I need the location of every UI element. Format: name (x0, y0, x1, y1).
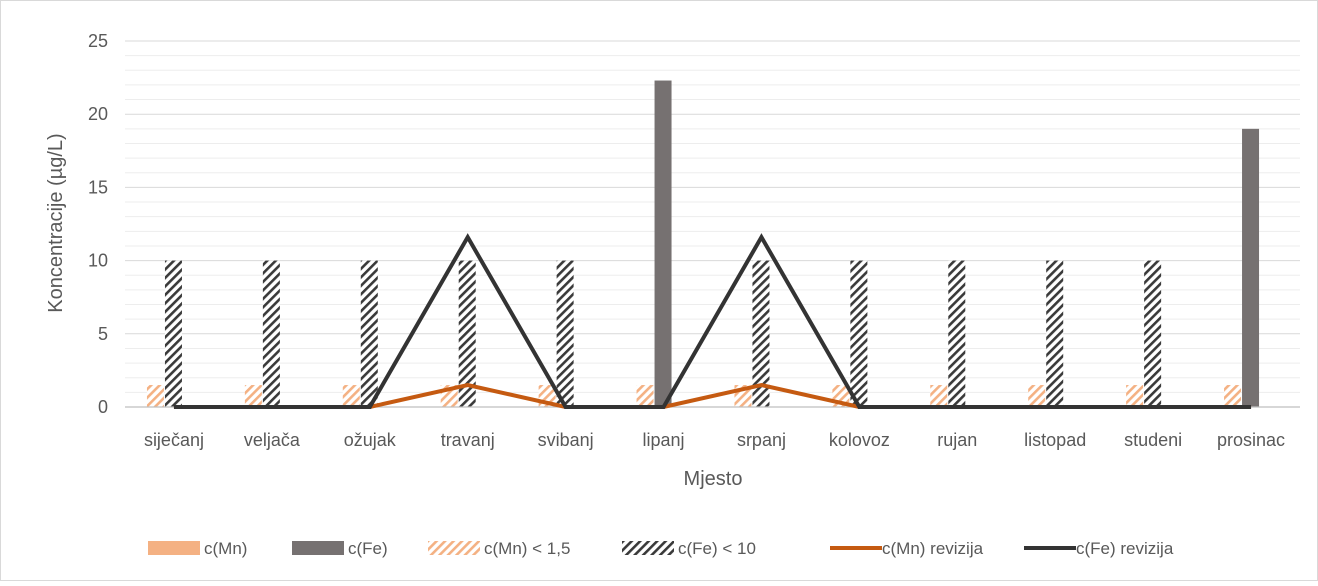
bar-c-mn-1-5-2 (342, 385, 360, 407)
y-tick-label: 10 (88, 251, 108, 271)
x-tick-label: prosinac (1217, 430, 1285, 450)
legend-label-c-mn-: c(Mn) (204, 539, 247, 558)
legend-swatch-c-fe- (292, 541, 344, 555)
x-tick-label: svibanj (538, 430, 594, 450)
legend-label-c-mn-1-5: c(Mn) < 1,5 (484, 539, 570, 558)
bar-c-fe-10-0 (164, 260, 182, 407)
gridlines (125, 40, 1300, 393)
x-tick-label: srpanj (737, 430, 786, 450)
x-tick-label: siječanj (144, 430, 204, 450)
x-axis-ticks: siječanj veljača ožujak travanj svibanj lipan… (144, 430, 1285, 450)
legend-swatch-c-mn-1-5 (428, 541, 480, 555)
legend-label-c-fe-revizija: c(Fe) revizija (1076, 539, 1174, 558)
bar-c-fe--11 (1242, 128, 1260, 407)
y-axis-ticks: 0 5 10 15 20 25 (88, 31, 108, 417)
x-tick-label: studeni (1124, 430, 1182, 450)
bar-c-mn-1-5-10 (1126, 385, 1144, 407)
x-tick-label: listopad (1024, 430, 1086, 450)
line-c-fe-revizija (173, 233, 1252, 409)
y-tick-label: 5 (98, 324, 108, 344)
bar-c-mn-1-5-1 (244, 385, 262, 407)
y-tick-label: 15 (88, 177, 108, 197)
legend-label-c-fe-: c(Fe) (348, 539, 388, 558)
bar-c-fe-10-4 (556, 260, 574, 407)
bar-c-mn-1-5-8 (930, 385, 948, 407)
bar-c-fe--5 (654, 80, 672, 407)
legend: c(Mn) c(Fe) c(Mn) < 1,5 c(Fe) < 10 c(Mn) rev… (148, 539, 1174, 558)
x-tick-label: rujan (937, 430, 977, 450)
legend-swatch-c-fe-10 (622, 541, 674, 555)
x-tick-label: ožujak (344, 430, 397, 450)
legend-label-c-mn-revizija: c(Mn) revizija (882, 539, 984, 558)
bar-c-fe-10-9 (1046, 260, 1064, 407)
y-tick-label: 25 (88, 31, 108, 51)
bar-c-fe-10-10 (1144, 260, 1162, 407)
bar-c-fe-10-6 (752, 260, 770, 407)
bar-c-mn-1-5-5 (636, 385, 654, 407)
bar-c-fe-10-7 (850, 260, 868, 407)
x-tick-label: travanj (441, 430, 495, 450)
y-axis-title: Koncentracije (µg/L) (45, 133, 67, 312)
bar-c-fe-10-2 (360, 260, 378, 407)
x-tick-label: kolovoz (829, 430, 890, 450)
bar-c-fe-10-8 (948, 260, 966, 407)
bars (146, 80, 1260, 407)
bar-c-mn-1-5-9 (1028, 385, 1046, 407)
legend-label-c-fe-10: c(Fe) < 10 (678, 539, 756, 558)
bar-c-fe-10-3 (458, 260, 476, 407)
y-tick-label: 20 (88, 104, 108, 124)
bar-c-mn-1-5-0 (146, 385, 164, 407)
series-lines (173, 233, 1252, 409)
bar-c-mn-1-5-11 (1224, 385, 1242, 407)
x-tick-label: veljača (244, 430, 301, 450)
legend-swatch-c-mn- (148, 541, 200, 555)
x-axis-title: Mjesto (684, 468, 743, 490)
bar-c-fe-10-1 (262, 260, 280, 407)
x-tick-label: lipanj (643, 430, 685, 450)
y-tick-label: 0 (98, 397, 108, 417)
